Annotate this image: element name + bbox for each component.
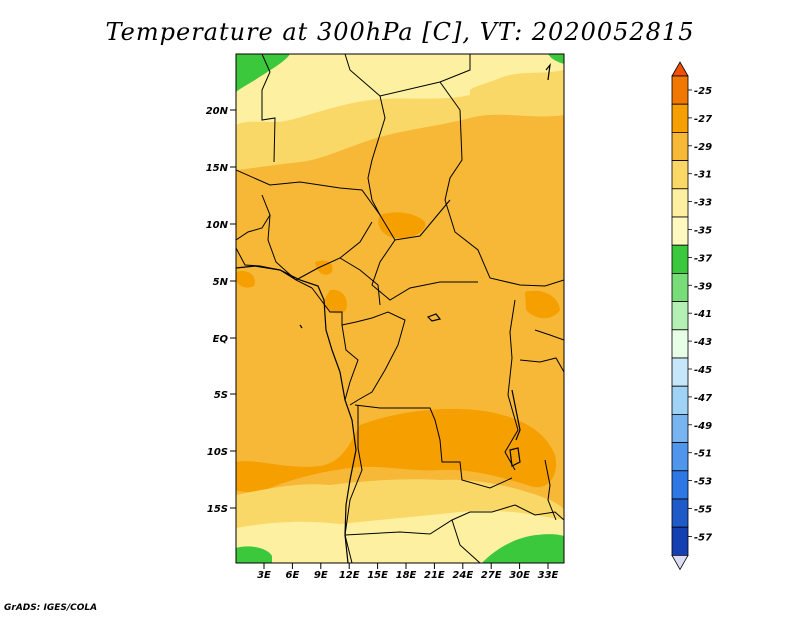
colorbar-label: -53 bbox=[694, 477, 712, 488]
lon-tick-label: 12E bbox=[339, 570, 360, 581]
lon-tick-label: 18E bbox=[396, 570, 417, 581]
latitude-axis: 20N 15N 10N 5N EQ 5S 10S 15S bbox=[206, 106, 236, 515]
colorbar-label: -33 bbox=[694, 198, 712, 209]
colorbar-swatch bbox=[671, 329, 689, 359]
colorbar-label: -29 bbox=[694, 142, 712, 153]
colorbar-label: -57 bbox=[694, 532, 712, 543]
lat-tick-label: 20N bbox=[206, 106, 229, 117]
colorbar-label: -25 bbox=[694, 86, 712, 97]
colorbar-swatch bbox=[671, 470, 689, 500]
lat-tick-label: 10N bbox=[206, 220, 229, 231]
colorbar: -25 -27 -29 -31 -33 -35 -37 -39 -41 -43 -45 -47 -49 -… bbox=[671, 61, 712, 571]
lon-tick-label: 27E bbox=[481, 570, 502, 581]
colorbar-label: -55 bbox=[694, 505, 712, 516]
lat-tick-label: EQ bbox=[213, 334, 229, 345]
colorbar-swatch bbox=[671, 131, 689, 161]
lon-tick-label: 9E bbox=[314, 570, 328, 581]
colorbar-label: -31 bbox=[694, 170, 712, 181]
colorbar-swatch bbox=[671, 385, 689, 415]
colorbar-swatch bbox=[671, 442, 689, 472]
lat-tick-label: 5N bbox=[213, 277, 229, 288]
colorbar-swatch bbox=[671, 244, 689, 274]
colorbar-top-arrow bbox=[671, 61, 689, 77]
colorbar-label: -47 bbox=[694, 393, 712, 404]
colorbar-label: -37 bbox=[694, 253, 712, 264]
chart-title: Temperature at 300hPa [C], VT: 202005281… bbox=[105, 18, 695, 46]
country-borders bbox=[236, 54, 564, 563]
grads-credit: GrADS: IGES/COLA bbox=[4, 603, 98, 613]
colorbar-label: -49 bbox=[694, 421, 712, 432]
lat-tick-label: 15N bbox=[206, 163, 229, 174]
colorbar-label: -27 bbox=[694, 114, 712, 125]
colorbar-label: -41 bbox=[694, 309, 712, 320]
colorbar-swatch bbox=[671, 413, 689, 443]
colorbar-bottom-arrow bbox=[671, 555, 689, 571]
longitude-axis: 3E 6E 9E 12E 15E 18E 21E 24E 27E 30E 33E bbox=[257, 563, 559, 581]
colorbar-swatch bbox=[671, 357, 689, 387]
lat-tick-label: 15S bbox=[207, 504, 228, 515]
lon-tick-label: 33E bbox=[538, 570, 559, 581]
lat-tick-label: 10S bbox=[207, 447, 228, 458]
coastline bbox=[236, 62, 551, 563]
colorbar-label: -35 bbox=[694, 226, 712, 237]
colorbar-swatch bbox=[671, 216, 689, 246]
lon-tick-label: 24E bbox=[452, 570, 473, 581]
colorbar-swatch bbox=[671, 188, 689, 218]
colorbar-swatch bbox=[671, 498, 689, 528]
lon-tick-label: 30E bbox=[509, 570, 530, 581]
lon-tick-label: 6E bbox=[286, 570, 300, 581]
map-frame bbox=[235, 53, 565, 564]
lon-tick-label: 3E bbox=[257, 570, 271, 581]
colorbar-label: -43 bbox=[694, 337, 712, 348]
colorbar-swatch bbox=[671, 103, 689, 133]
lon-tick-label: 15E bbox=[367, 570, 388, 581]
colorbar-label: -51 bbox=[694, 449, 712, 460]
colorbar-swatch bbox=[671, 301, 689, 331]
colorbar-swatch bbox=[671, 160, 689, 190]
filled-contours bbox=[236, 54, 564, 563]
lat-tick-label: 5S bbox=[214, 390, 228, 401]
colorbar-label: -39 bbox=[694, 281, 712, 292]
lon-tick-label: 21E bbox=[424, 570, 445, 581]
colorbar-swatch bbox=[671, 272, 689, 302]
colorbar-swatch bbox=[671, 75, 689, 105]
colorbar-label: -45 bbox=[694, 365, 712, 376]
colorbar-swatch bbox=[671, 526, 689, 556]
